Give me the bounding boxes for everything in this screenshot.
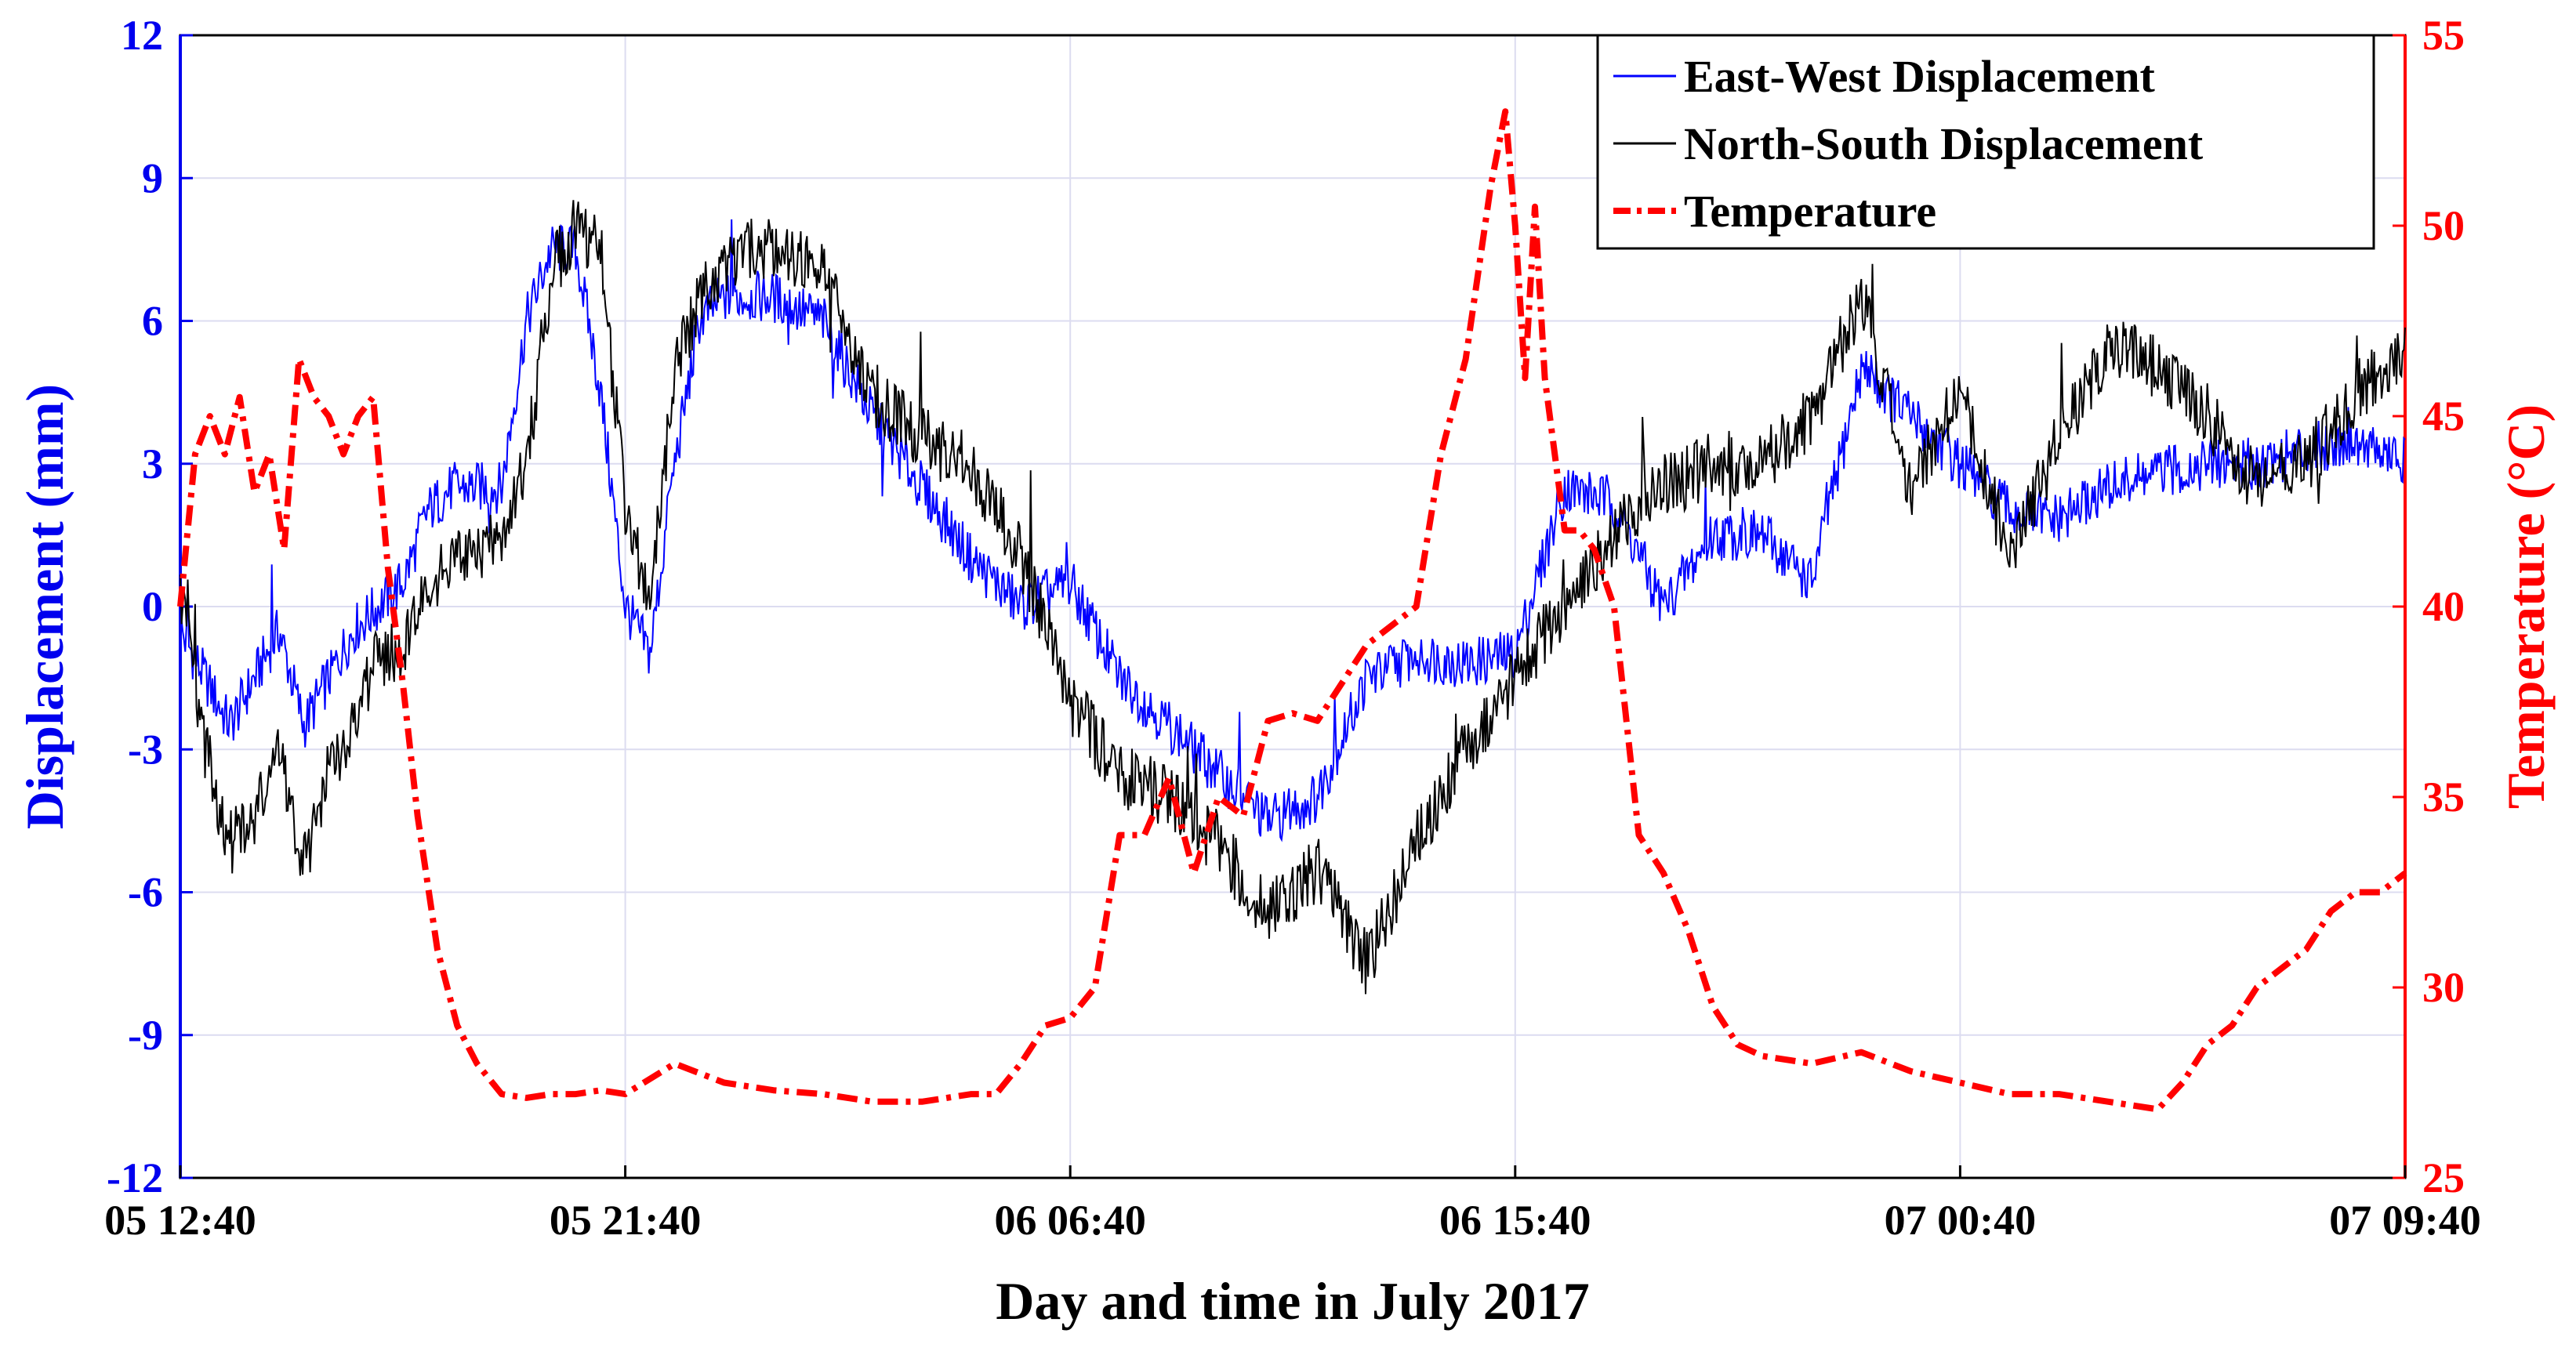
x-axis: 05 12:40 05 21:40 06 06:40 06 15:40 07 00:40… — [104, 1165, 2481, 1244]
left-tick-label: -3 — [128, 726, 163, 773]
left-tick-label: 0 — [142, 583, 163, 630]
left-tick-label: -12 — [107, 1154, 163, 1201]
x-tick-label: 06 15:40 — [1439, 1197, 1591, 1244]
x-tick-label: 07 09:40 — [2329, 1197, 2480, 1244]
left-tick-label: 6 — [142, 298, 163, 345]
left-tick-label: 3 — [142, 440, 163, 487]
series-line-east-west — [180, 219, 2406, 842]
left-tick-label: -6 — [128, 869, 163, 916]
right-axis-title: Temperature (°C) — [2496, 404, 2556, 809]
right-tick-label: 40 — [2422, 583, 2465, 630]
legend-label-temperature: Temperature — [1684, 186, 1936, 237]
legend-label-north-south: North-South Displacement — [1684, 118, 2204, 169]
legend-box — [1596, 34, 2375, 250]
right-tick-label: 50 — [2422, 202, 2465, 249]
series-line-north-south — [180, 200, 2406, 995]
right-axis: 25 30 35 40 45 50 55 — [2393, 12, 2465, 1201]
x-tick-label: 07 00:40 — [1885, 1197, 2036, 1244]
x-tick-label: 05 12:40 — [104, 1197, 256, 1244]
x-axis-title: Day and time in July 2017 — [996, 1271, 1590, 1331]
legend: East-West Displacement North-South Displ… — [1596, 34, 2375, 250]
x-tick-label: 05 21:40 — [550, 1197, 701, 1244]
legend-label-east-west: East-West Displacement — [1684, 51, 2156, 102]
right-tick-label: 55 — [2422, 12, 2465, 59]
left-axis-title: Displacement (mm) — [15, 384, 74, 829]
left-axis: -12 -9 -6 -3 0 3 6 9 12 — [107, 12, 193, 1201]
left-tick-label: -9 — [128, 1012, 163, 1059]
right-tick-label: 45 — [2422, 393, 2465, 440]
series-line-temperature — [177, 108, 2407, 1113]
right-tick-label: 30 — [2422, 964, 2465, 1011]
left-tick-label: 9 — [142, 154, 163, 201]
left-tick-label: 12 — [121, 12, 163, 59]
x-tick-label: 06 06:40 — [994, 1197, 1145, 1244]
right-tick-label: 35 — [2422, 774, 2465, 821]
right-tick-label: 25 — [2422, 1154, 2465, 1201]
series-layer — [177, 108, 2407, 1113]
